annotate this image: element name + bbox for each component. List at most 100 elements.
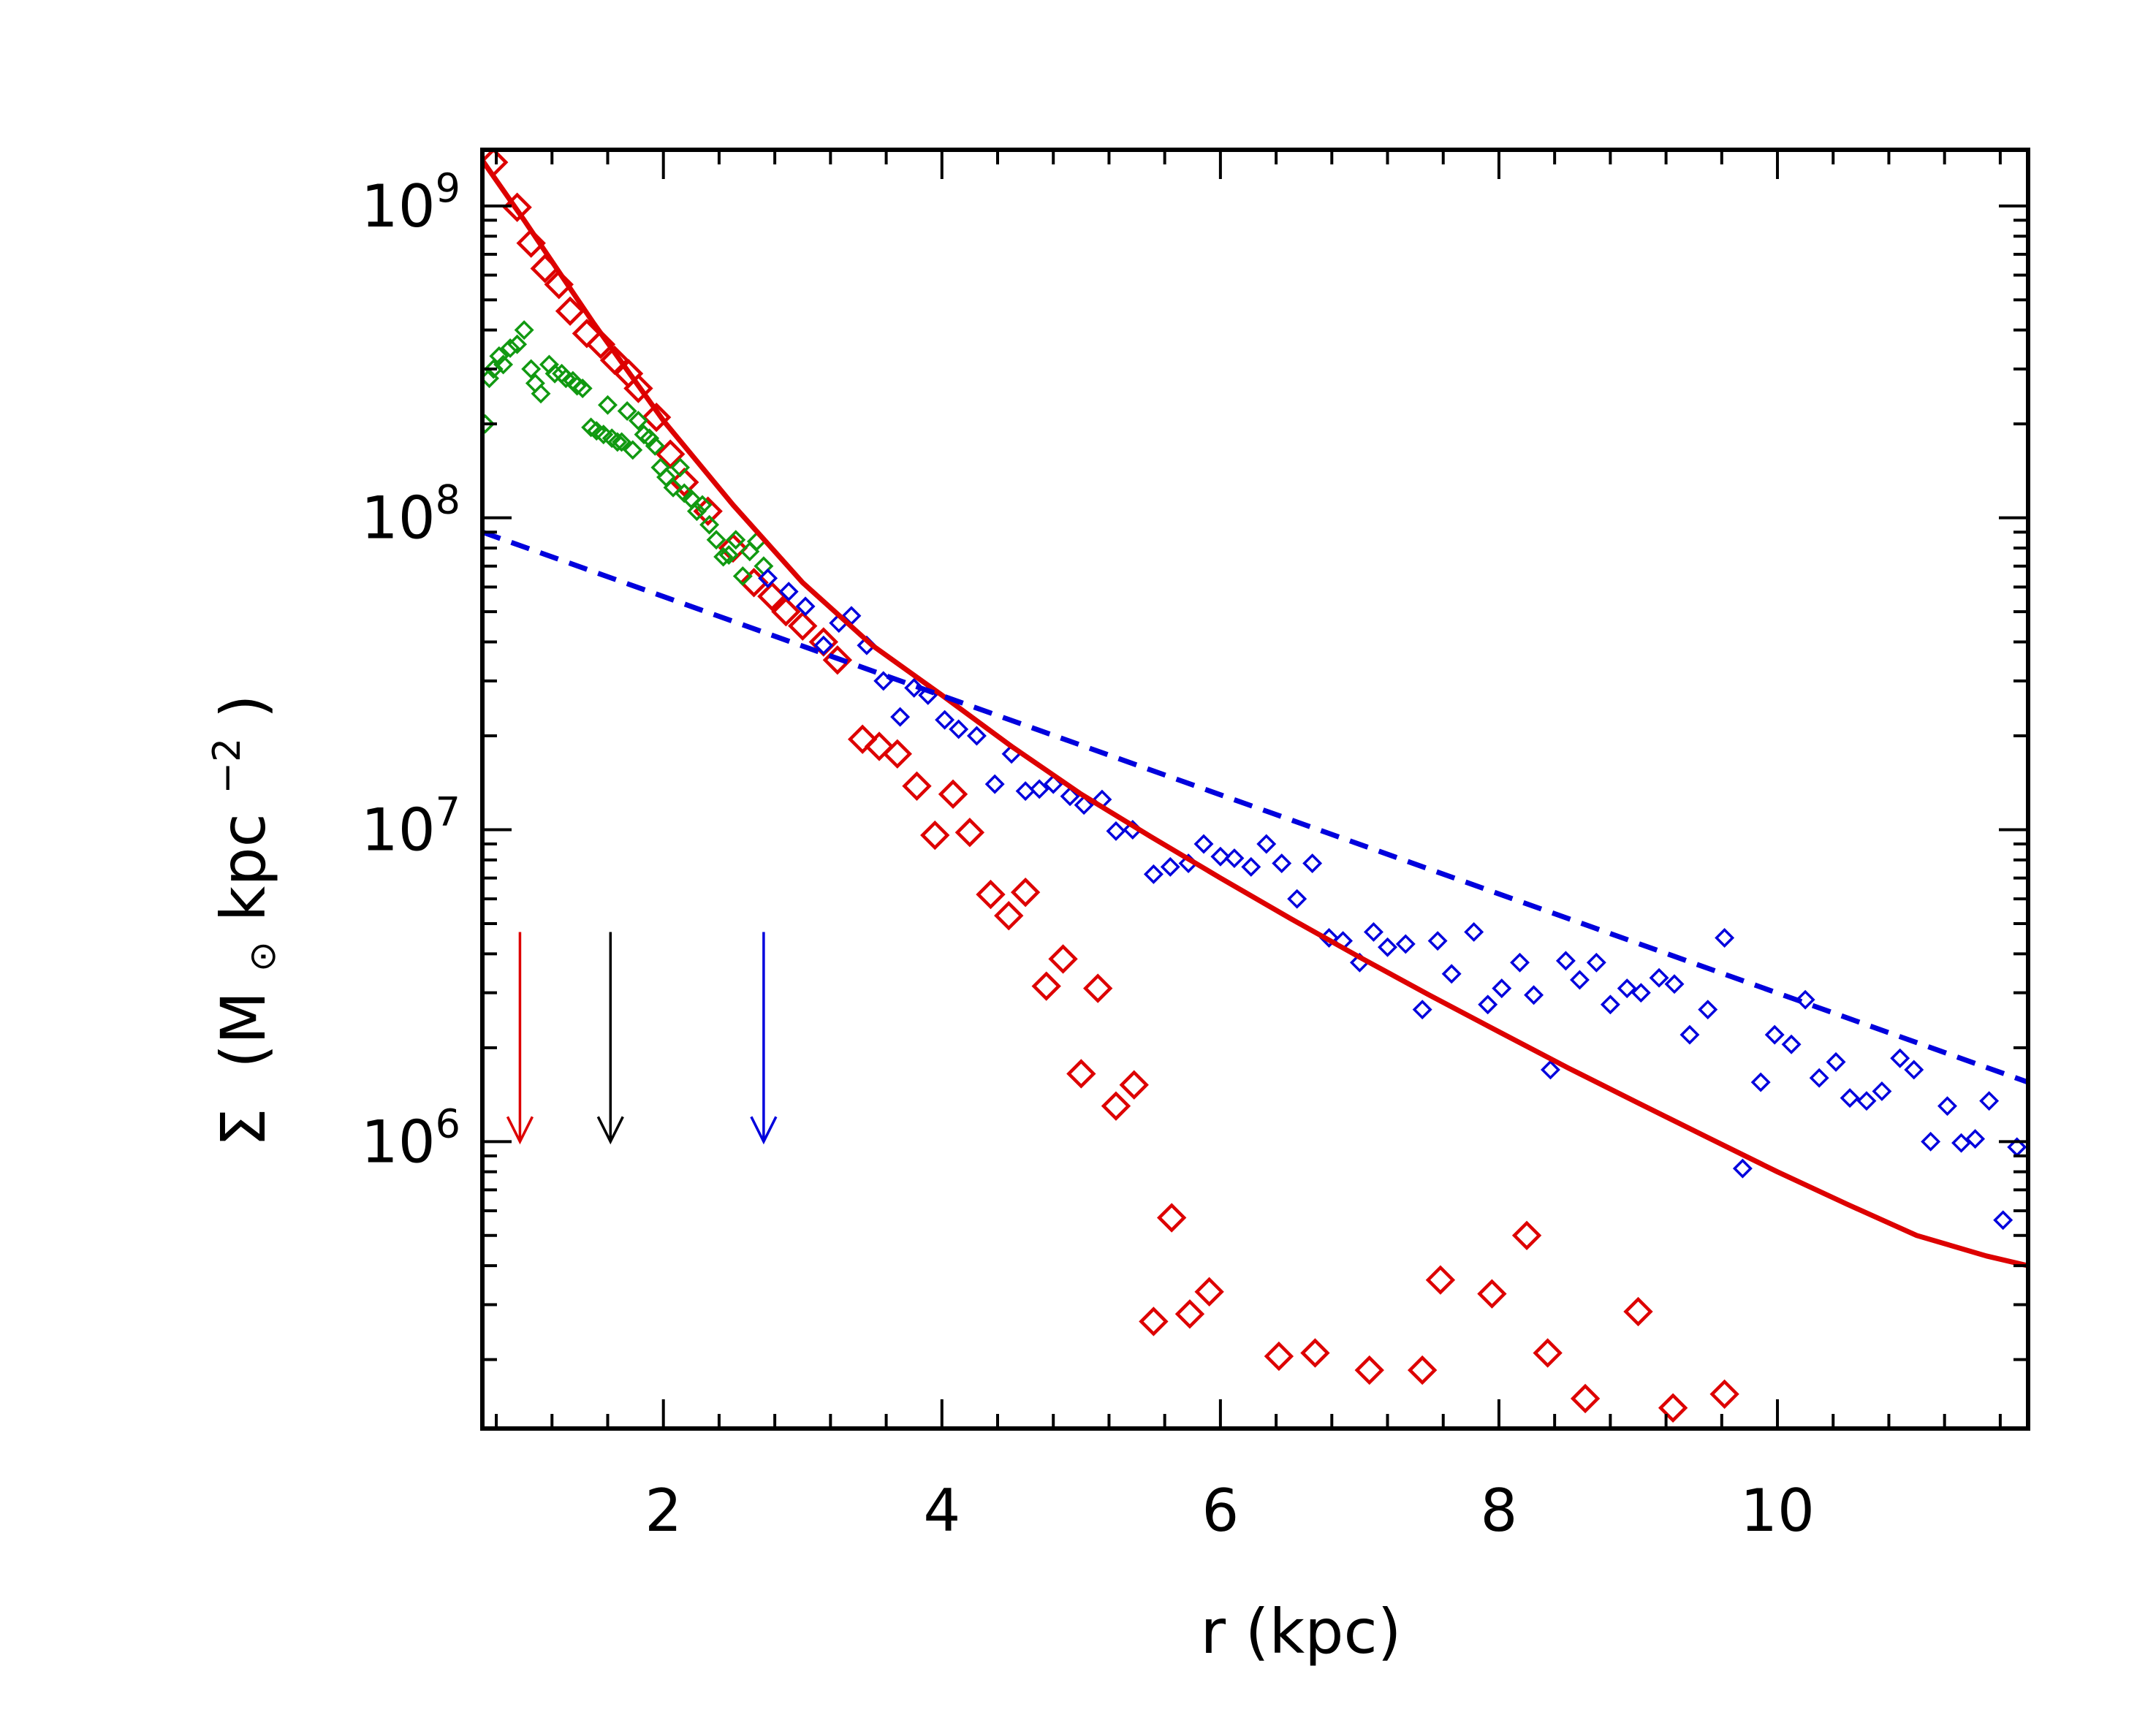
blue-points-marker xyxy=(1193,834,1214,854)
blue-points-marker xyxy=(1826,1051,1846,1072)
green-points-marker xyxy=(732,566,753,586)
blue-points-marker xyxy=(1617,978,1637,999)
green-points-marker xyxy=(572,379,593,399)
blue-points-marker xyxy=(1750,1072,1771,1092)
blue-points-marker xyxy=(1840,1088,1860,1108)
blue-points-marker xyxy=(1872,1081,1892,1101)
data-layer xyxy=(482,150,2028,1423)
plot-frame xyxy=(480,148,2030,1431)
blue-dashed-fit xyxy=(482,529,2028,1085)
blue-points-marker xyxy=(1764,1024,1785,1045)
red-points-marker xyxy=(882,739,912,769)
red-points-marker xyxy=(822,645,853,675)
blue-points-marker xyxy=(1569,970,1590,990)
blue-points-marker xyxy=(1904,1060,1924,1080)
blue-points-marker xyxy=(1921,1131,1941,1152)
blue-points-marker xyxy=(966,726,987,746)
green-points-marker xyxy=(726,530,746,550)
green-points-marker xyxy=(500,338,520,358)
red-points-marker xyxy=(1407,1355,1438,1385)
blue-points-marker xyxy=(1510,952,1530,973)
red-points-marker xyxy=(1194,1277,1224,1307)
y-tick-exponent: 9 xyxy=(436,165,460,211)
x-tick-label: 8 xyxy=(1480,1477,1517,1545)
y-axis-label-symbol: Σ xyxy=(208,1108,279,1147)
red-points-marker xyxy=(1031,971,1061,1001)
red-points-marker xyxy=(864,731,895,761)
green-points-marker xyxy=(567,376,588,396)
blue-points-marker xyxy=(1951,1133,1972,1153)
blue-points-marker xyxy=(1478,994,1498,1015)
blue-arrow-head xyxy=(750,1116,778,1145)
red-points-marker xyxy=(902,771,932,801)
blue-points-marker xyxy=(949,719,969,739)
blue-points-marker xyxy=(1492,978,1512,999)
blue-points-marker xyxy=(1412,1000,1432,1020)
blue-points-marker xyxy=(1555,951,1576,971)
blue-points-marker xyxy=(1649,967,1669,988)
green-points-marker xyxy=(670,457,691,478)
green-points-marker xyxy=(623,440,643,460)
red-points-marker xyxy=(1010,877,1041,908)
blue-points-marker xyxy=(778,582,799,602)
y-tick-exponent: 7 xyxy=(436,788,460,834)
blue-points-marker xyxy=(1272,853,1292,874)
green-points-marker xyxy=(639,428,660,449)
red-points-marker xyxy=(771,596,801,627)
blue-points-marker xyxy=(1241,856,1261,877)
red-points-marker xyxy=(585,330,616,360)
blue-points-marker xyxy=(1143,864,1164,884)
blue-points-marker xyxy=(1524,985,1544,1005)
red-points-marker xyxy=(656,439,686,469)
x-tick-label: 10 xyxy=(1740,1477,1815,1545)
red-fit-curve xyxy=(482,159,2028,1269)
red-points-marker xyxy=(1623,1296,1653,1327)
blue-points-marker xyxy=(1029,779,1049,799)
y-tick-base: 10 xyxy=(361,1108,436,1176)
green-points-marker xyxy=(483,359,504,379)
green-points-marker xyxy=(692,495,713,515)
blue-points-marker xyxy=(1937,1096,1957,1117)
x-tick-label: 2 xyxy=(645,1477,682,1545)
red-points-marker xyxy=(1533,1338,1563,1368)
blue-points-marker xyxy=(1979,1091,2000,1111)
blue-points-marker xyxy=(890,707,911,727)
red-points-marker xyxy=(669,467,699,498)
red-points-marker xyxy=(1658,1393,1688,1423)
y-axis-label-close: ) xyxy=(208,694,279,718)
red-points-marker xyxy=(1511,1220,1542,1250)
red-points-marker xyxy=(938,779,968,810)
green-points-marker xyxy=(686,501,707,522)
red-points-marker xyxy=(788,611,818,641)
blue-points-marker xyxy=(1664,974,1685,994)
red-points-marker xyxy=(555,296,585,326)
blue-points-marker xyxy=(758,568,778,588)
blue-points-marker xyxy=(1540,1060,1560,1080)
red-points-marker xyxy=(1300,1338,1330,1368)
blue-points-marker xyxy=(1256,834,1277,854)
blue-points-marker xyxy=(1160,856,1180,877)
green-points-marker xyxy=(493,354,514,375)
blue-points-marker xyxy=(1378,937,1397,957)
y-tick-exponent: 6 xyxy=(436,1100,460,1146)
red-points-marker xyxy=(847,724,878,754)
blue-points-marker xyxy=(935,710,955,730)
blue-points-marker xyxy=(1210,846,1231,867)
y-tick-label: 107 xyxy=(361,788,460,864)
green-points-marker xyxy=(628,411,648,431)
y-tick-exponent: 8 xyxy=(436,477,460,523)
red-points-marker xyxy=(739,568,769,598)
green-points-marker xyxy=(521,359,542,379)
green-points-marker xyxy=(617,401,637,421)
y-axis-label: Σ (M ⊙ kpc −2 ) xyxy=(183,694,289,1146)
y-tick-base: 10 xyxy=(361,484,436,552)
blue-points-marker xyxy=(1993,1210,2013,1231)
red-points-marker xyxy=(1477,1279,1507,1309)
green-points-marker xyxy=(544,363,565,384)
y-tick-label: 108 xyxy=(361,477,460,552)
y-axis-label-unit: kpc xyxy=(208,813,279,921)
y-tick-label: 109 xyxy=(361,165,460,240)
y-axis-label-sun: ⊙ xyxy=(241,941,284,972)
red-points-marker xyxy=(1066,1059,1096,1089)
